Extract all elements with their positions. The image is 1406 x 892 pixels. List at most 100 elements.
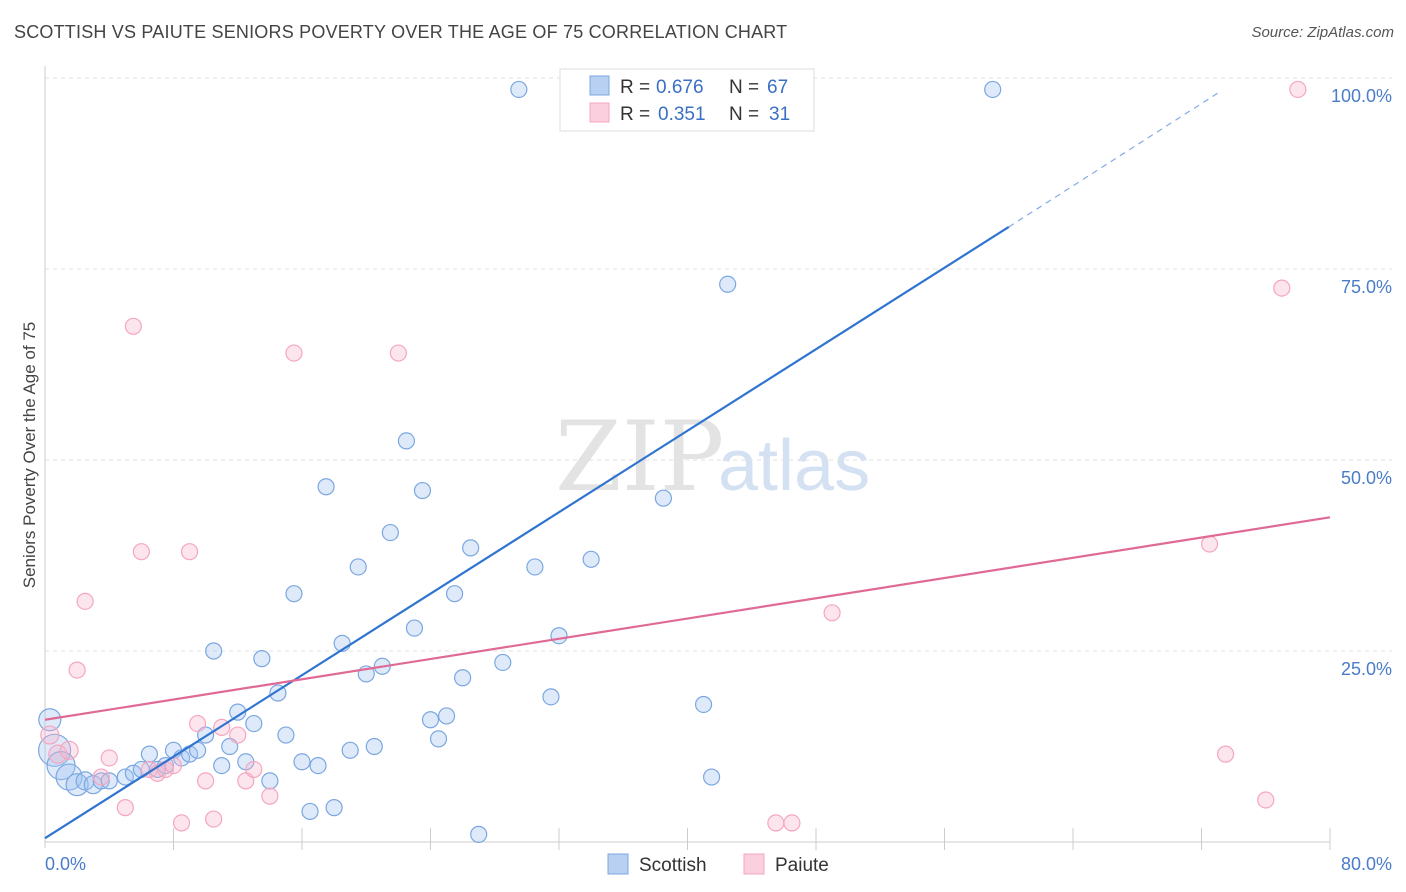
- data-point-scottish: [285, 585, 303, 603]
- data-point-scottish: [205, 642, 223, 660]
- y-tick-label: 50.0%: [1341, 468, 1392, 488]
- data-point-scottish: [542, 688, 560, 706]
- data-point-scottish: [437, 707, 456, 725]
- trendline-extension-scottish: [1008, 92, 1218, 228]
- data-point-scottish: [397, 432, 416, 450]
- legend-r-label-paiute: R =: [620, 104, 650, 125]
- data-point-scottish: [317, 478, 335, 496]
- chart-title: SCOTTISH VS PAIUTE SENIORS POVERTY OVER …: [14, 22, 788, 42]
- legend-swatch-scottish: [589, 75, 610, 96]
- y-axis-label: Seniors Poverty Over the Age of 75: [20, 322, 39, 588]
- data-point-scottish: [719, 275, 737, 293]
- data-point-scottish: [253, 650, 271, 668]
- data-point-paiute: [1289, 80, 1307, 99]
- bottom-legend-swatch-paiute: [743, 853, 765, 875]
- legend-n-label-scottish: N =: [729, 77, 759, 98]
- data-point-scottish: [261, 772, 279, 790]
- data-point-scottish: [694, 695, 713, 714]
- legend-n-label-paiute: N =: [729, 104, 759, 125]
- legend: R = 0.676 N = 67 R = 0.351 N = 31: [559, 68, 815, 132]
- data-point-scottish: [510, 80, 528, 99]
- trendlines: [44, 92, 1331, 840]
- data-point-paiute: [245, 760, 263, 779]
- data-point-paiute: [124, 317, 142, 335]
- bottom-legend-label-paiute: Paiute: [775, 855, 829, 876]
- data-point-scottish: [702, 768, 721, 786]
- data-point-scottish: [309, 756, 327, 775]
- data-point-scottish: [462, 539, 480, 557]
- x-tick-label-min: 0.0%: [45, 854, 86, 874]
- data-point-scottish: [245, 714, 263, 733]
- data-point-scottish: [277, 726, 295, 744]
- data-point-paiute: [1200, 535, 1219, 553]
- data-point-paiute: [40, 725, 60, 745]
- trendline-paiute: [44, 516, 1331, 721]
- legend-r-value-paiute: 0.351: [658, 104, 706, 125]
- data-point-paiute: [100, 749, 118, 767]
- data-point-paiute: [229, 726, 247, 744]
- data-point-paiute: [1257, 791, 1275, 809]
- data-point-scottish: [445, 585, 464, 603]
- data-point-paiute: [261, 787, 279, 805]
- data-point-scottish: [984, 80, 1002, 99]
- watermark: ZIP atlas: [555, 401, 870, 513]
- data-point-paiute: [188, 714, 207, 733]
- data-point-paiute: [172, 814, 191, 832]
- data-point-paiute: [180, 543, 199, 561]
- data-point-scottish: [550, 627, 568, 645]
- data-point-scottish: [654, 489, 673, 507]
- source-label: Source: ZipAtlas.com: [1251, 24, 1394, 41]
- data-point-scottish: [582, 550, 600, 568]
- gridlines: 25.0% 50.0% 75.0% 100.0%: [45, 77, 1392, 679]
- data-point-scottish: [413, 481, 432, 500]
- data-point-scottish: [293, 753, 311, 771]
- data-point-scottish: [213, 756, 231, 775]
- data-point-scottish: [365, 737, 383, 756]
- data-point-paiute: [823, 604, 841, 622]
- data-point-scottish: [140, 745, 159, 763]
- data-point-scottish: [381, 523, 399, 542]
- legend-n-value-paiute: 31: [769, 104, 790, 125]
- data-point-paiute: [197, 772, 215, 790]
- data-point-scottish: [494, 653, 512, 672]
- trendline-scottish: [44, 226, 1010, 840]
- legend-r-label-scottish: R =: [620, 77, 650, 98]
- data-point-paiute: [59, 740, 79, 760]
- data-point-scottish: [100, 772, 118, 790]
- data-point-paiute: [76, 592, 94, 610]
- legend-r-value-scottish: 0.676: [656, 77, 704, 98]
- legend-n-value-scottish: 67: [767, 77, 788, 98]
- y-tick-label: 100.0%: [1331, 86, 1392, 106]
- data-point-scottish: [470, 825, 488, 843]
- data-point-scottish: [301, 802, 319, 821]
- data-point-scottish: [341, 741, 359, 759]
- data-point-paiute: [767, 814, 785, 832]
- data-point-paiute: [285, 344, 303, 362]
- legend-swatch-paiute: [589, 102, 610, 123]
- data-point-paiute: [783, 814, 801, 832]
- data-point-scottish: [421, 711, 440, 729]
- data-point-paiute: [1216, 745, 1235, 763]
- bottom-legend: Scottish Paiute: [607, 853, 829, 876]
- watermark-atlas: atlas: [718, 426, 870, 506]
- data-point-scottish: [38, 733, 72, 767]
- y-tick-label: 75.0%: [1341, 277, 1392, 297]
- data-point-scottish: [526, 558, 544, 576]
- data-point-scottish: [454, 669, 472, 687]
- bottom-legend-swatch-scottish: [607, 853, 629, 875]
- data-point-scottish: [429, 730, 448, 748]
- axes: 0.0% 80.0%: [44, 66, 1392, 874]
- x-tick-label-max: 80.0%: [1341, 854, 1392, 874]
- data-point-paiute: [68, 661, 86, 679]
- data-point-paiute: [389, 344, 407, 362]
- data-point-paiute: [92, 768, 110, 786]
- watermark-zip: ZIP: [555, 401, 724, 513]
- data-point-paiute: [1273, 279, 1291, 297]
- data-point-scottish: [349, 558, 367, 576]
- data-point-scottish: [116, 768, 134, 786]
- data-point-paiute: [205, 810, 223, 828]
- data-point-scottish: [325, 799, 343, 817]
- data-point-paiute: [48, 744, 68, 764]
- bottom-legend-label-scottish: Scottish: [639, 855, 707, 876]
